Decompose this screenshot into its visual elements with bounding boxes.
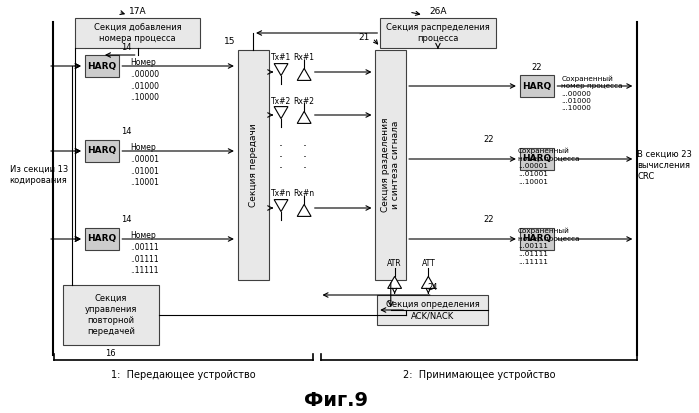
Text: Секция определения
ACK/NACK: Секция определения ACK/NACK (386, 300, 480, 320)
Text: Секция передачи: Секция передачи (249, 123, 258, 207)
Text: Tx#2: Tx#2 (271, 97, 291, 105)
Text: Rx#2: Rx#2 (294, 97, 315, 105)
Text: Rx#n: Rx#n (294, 190, 315, 199)
Text: 22: 22 (532, 62, 542, 71)
Text: Tx#1: Tx#1 (271, 54, 291, 62)
Text: Секция добавления
номера процесса: Секция добавления номера процесса (94, 23, 182, 43)
Text: Номер
..00001
..01001
..10001: Номер ..00001 ..01001 ..10001 (130, 143, 159, 188)
Text: Tx#n: Tx#n (271, 190, 291, 199)
Text: В секцию 23
вычисления
CRC: В секцию 23 вычисления CRC (637, 150, 692, 180)
Text: 22: 22 (484, 216, 494, 225)
Text: Сохраненный
номер процесса
...00000
...01000
...10000: Сохраненный номер процесса ...00000 ...0… (561, 75, 623, 112)
Text: Из секции 13
кодирования: Из секции 13 кодирования (10, 165, 68, 185)
Text: Секция разделения
и синтеза сигнала: Секция разделения и синтеза сигнала (381, 118, 401, 212)
FancyBboxPatch shape (85, 140, 120, 162)
Text: 2:  Принимающее устройство: 2: Принимающее устройство (403, 370, 555, 380)
Polygon shape (421, 276, 435, 288)
Polygon shape (297, 69, 311, 81)
Text: ·
·
·: · · · (302, 140, 306, 176)
Polygon shape (297, 112, 311, 123)
Text: 26A: 26A (429, 7, 447, 17)
Text: 1:  Передающее устройство: 1: Передающее устройство (111, 370, 256, 380)
FancyBboxPatch shape (520, 148, 554, 170)
Polygon shape (297, 204, 311, 216)
Text: 24: 24 (427, 282, 438, 292)
Text: HARQ: HARQ (522, 235, 552, 244)
FancyBboxPatch shape (520, 228, 554, 250)
FancyBboxPatch shape (85, 55, 120, 77)
Text: Rx#1: Rx#1 (294, 54, 315, 62)
FancyBboxPatch shape (238, 50, 268, 280)
Text: Номер
..00000
..01000
..10000: Номер ..00000 ..01000 ..10000 (130, 58, 159, 102)
FancyBboxPatch shape (377, 295, 488, 325)
Text: HARQ: HARQ (522, 154, 552, 164)
Text: 14: 14 (122, 128, 132, 137)
Text: 17A: 17A (129, 7, 147, 17)
Text: HARQ: HARQ (522, 81, 552, 90)
Text: HARQ: HARQ (87, 147, 117, 156)
Text: ATR: ATR (387, 259, 402, 268)
Polygon shape (274, 64, 288, 76)
Polygon shape (274, 199, 288, 211)
Text: Сохраненный
номер процесса
...00001
...01001
...10001: Сохраненный номер процесса ...00001 ...0… (518, 148, 579, 185)
Text: HARQ: HARQ (87, 62, 117, 71)
Text: Фиг.9: Фиг.9 (304, 391, 368, 410)
Text: ATT: ATT (421, 259, 435, 268)
FancyBboxPatch shape (380, 18, 496, 48)
Text: 14: 14 (122, 43, 132, 52)
FancyBboxPatch shape (375, 50, 406, 280)
FancyBboxPatch shape (75, 18, 200, 48)
Polygon shape (388, 276, 401, 288)
Text: 14: 14 (122, 216, 132, 225)
Text: ·
·
·: · · · (279, 140, 283, 176)
FancyBboxPatch shape (520, 75, 554, 97)
Text: 21: 21 (358, 33, 370, 43)
Text: 22: 22 (484, 135, 494, 145)
Text: Номер
..00111
..01111
..11111: Номер ..00111 ..01111 ..11111 (130, 231, 159, 275)
Text: Секция распределения
процесса: Секция распределения процесса (386, 23, 490, 43)
FancyBboxPatch shape (85, 228, 120, 250)
Text: 16: 16 (106, 349, 116, 358)
FancyBboxPatch shape (63, 285, 159, 345)
Text: Сохраненный
номер процесса
...00111
...01111
...11111: Сохраненный номер процесса ...00111 ...0… (518, 228, 579, 264)
Polygon shape (274, 107, 288, 119)
Text: 15: 15 (224, 38, 236, 47)
Text: HARQ: HARQ (87, 235, 117, 244)
Text: Секция
управления
повторной
передачей: Секция управления повторной передачей (85, 294, 137, 336)
